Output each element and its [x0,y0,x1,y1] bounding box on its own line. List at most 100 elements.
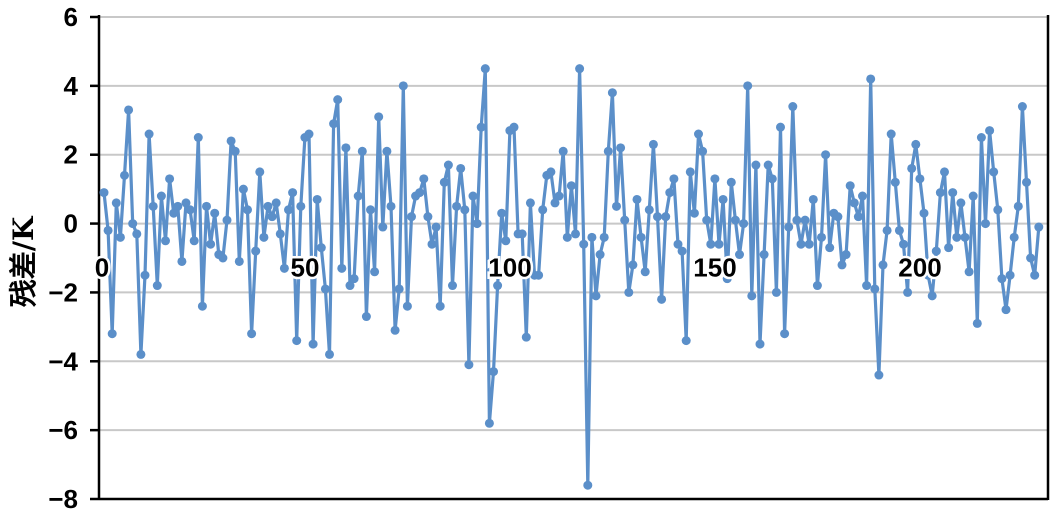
x-tick-label: 0 [95,253,109,283]
data-point [501,236,511,246]
data-point [140,270,150,280]
data-point [99,188,109,198]
data-point [259,232,269,242]
data-point [874,370,884,380]
data-point [419,174,429,184]
data-point [804,239,814,249]
data-point [661,212,671,222]
y-axis-label: 残差/K [7,215,40,307]
data-point [821,150,831,160]
series-residual [99,64,1044,490]
data-point [755,339,765,349]
data-point [156,191,166,201]
x-tick-labels: 0 50 100 150 200 [92,250,944,285]
data-point [497,208,507,218]
data-point [685,167,695,177]
data-point [357,146,367,156]
data-point [1034,222,1044,232]
data-point [341,143,351,153]
data-point [128,219,138,229]
y-tick-label: −8 [48,484,78,514]
data-point [632,194,642,204]
data-point [325,349,334,359]
data-point [956,198,966,208]
data-point [193,133,203,142]
data-point [648,139,658,149]
data-point [247,329,257,339]
data-point [1005,270,1015,280]
data-point [894,225,904,235]
data-point [374,112,384,122]
data-point [579,239,589,249]
data-point [169,208,179,218]
data-point [968,191,978,201]
data-point [571,229,580,239]
data-point [448,281,457,291]
data-point [694,129,703,139]
data-point [792,215,802,225]
data-point [534,270,544,280]
data-point [464,360,474,370]
data-point [702,215,712,225]
data-point [271,198,281,208]
data-point [628,260,638,270]
data-point [837,260,847,270]
data-point [1026,253,1036,263]
data-point [862,281,872,291]
data-point [812,281,822,291]
data-point [985,126,995,136]
data-point [616,143,626,153]
data-point [288,188,298,198]
data-point [107,329,117,339]
data-point [1013,201,1023,211]
data-point [993,205,1003,215]
data-point [452,201,462,211]
data-point [624,287,634,297]
data-point [263,201,273,211]
data-point [230,146,240,156]
data-point [866,74,876,84]
data-point [587,232,597,242]
data-point [218,253,228,263]
data-point [558,146,568,156]
data-point [607,88,617,98]
data-point [115,232,125,242]
data-point [525,198,535,208]
data-point [776,122,785,132]
data-point [952,232,962,242]
data-point [771,287,781,297]
data-point [312,194,322,204]
data-point [669,174,679,184]
data-point [870,284,880,294]
data-point [378,222,388,232]
data-point [890,177,900,187]
data-point [1009,232,1019,242]
data-point [964,267,974,277]
data-point [333,95,343,105]
data-point [456,163,466,173]
data-point [394,284,404,294]
data-point [489,367,498,377]
data-point [1001,305,1011,315]
data-point [911,139,921,149]
data-point [493,281,503,291]
data-point [763,160,773,170]
y-tick-label: −2 [48,277,78,307]
data-point [817,232,826,242]
data-point [706,239,716,249]
data-point [562,232,572,242]
data-point [853,212,863,222]
data-point [538,205,548,215]
data-point [730,215,740,225]
data-point [161,236,170,246]
data-point [780,329,790,339]
data-point [185,205,195,215]
data-point [345,281,355,291]
data-point [173,201,183,211]
data-point [349,274,359,284]
data-point [927,291,937,301]
data-point [136,349,146,359]
data-point [858,191,867,201]
data-point [222,215,232,225]
